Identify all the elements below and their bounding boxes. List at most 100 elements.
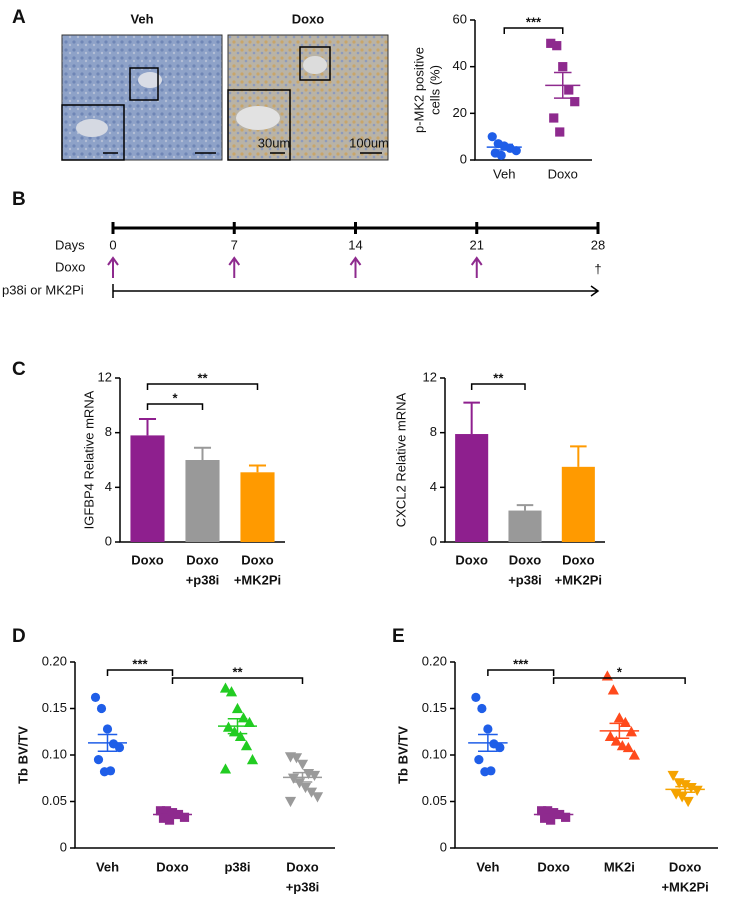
x-tick-label: +p38i [508, 572, 542, 587]
data-point [290, 753, 303, 764]
significance-bracket [106, 669, 174, 676]
panel-letter: B [12, 189, 26, 210]
y-tick-label: 0 [440, 839, 447, 854]
y-tick-label: 60 [453, 11, 467, 26]
data-point [90, 692, 101, 702]
data-point [311, 792, 324, 803]
y-tick-label: 12 [423, 369, 437, 384]
dose-arrow [107, 256, 119, 278]
x-tick-label: Doxo [156, 859, 189, 874]
dose-arrow [228, 256, 241, 278]
y-axis-label: Tb BV/TV [395, 726, 410, 784]
significance-bracket [146, 403, 204, 410]
bar [130, 435, 165, 542]
data-point [682, 796, 694, 808]
y-tick-label: 0 [60, 839, 67, 854]
micrograph-title: Doxo [292, 11, 325, 26]
x-tick-label: MK2i [604, 859, 635, 874]
x-tick-label: Doxo [537, 859, 570, 874]
y-axis-label: IGFBP4 Relative mRNA [81, 390, 96, 529]
data-point [561, 812, 571, 822]
data-point [619, 716, 631, 728]
error-bar [516, 504, 534, 511]
x-tick-label: +MK2Pi [555, 572, 602, 587]
data-point [284, 796, 297, 808]
data-point [546, 38, 556, 48]
y-tick-label: 12 [98, 369, 112, 384]
significance-bracket [146, 383, 259, 390]
sem-bar [292, 771, 313, 783]
sem-bar [478, 733, 498, 753]
scale-label: 100um [349, 135, 389, 150]
y-tick-label: 0.05 [42, 793, 67, 808]
data-point [496, 150, 506, 160]
data-point [102, 724, 113, 734]
day-label: 7 [231, 237, 238, 252]
data-point [610, 735, 622, 746]
significance-label: * [172, 390, 178, 405]
y-tick-label: 0.15 [42, 700, 67, 715]
x-tick-label: +p38i [186, 572, 220, 587]
error-bar [463, 401, 480, 435]
end-marker: † [594, 261, 601, 276]
data-point [613, 712, 625, 723]
x-tick-label: Doxo [131, 552, 164, 567]
data-point [96, 703, 107, 714]
data-point [495, 742, 505, 753]
data-point [471, 692, 481, 702]
data-point [564, 85, 574, 95]
y-tick-label: 40 [453, 58, 467, 73]
data-point [299, 782, 312, 794]
data-point [105, 766, 116, 776]
x-tick-label: Doxo [548, 166, 578, 181]
significance-label: ** [493, 370, 504, 385]
y-axis-label: Tb BV/TV [15, 726, 30, 784]
significance-bracket [487, 669, 555, 676]
sem-bar [609, 722, 630, 740]
y-axis-label: p-MK2 positive [411, 47, 426, 133]
day-label: 14 [348, 237, 362, 252]
day-label: 0 [109, 237, 116, 252]
y-tick-label: 0.15 [422, 700, 447, 715]
x-tick-label: Doxo [241, 552, 274, 567]
significance-label: ** [197, 370, 208, 385]
micrograph-title: Veh [130, 11, 153, 26]
scale-label: 30um [258, 135, 291, 150]
sem-bar [227, 717, 248, 735]
data-point [93, 755, 104, 765]
dose-arrow [470, 256, 483, 278]
data-point [234, 730, 247, 741]
x-tick-label: Doxo [669, 859, 702, 874]
day-label: 28 [591, 237, 605, 252]
doxo-label: Doxo [55, 259, 85, 274]
y-tick-label: 4 [430, 479, 437, 494]
panel-letter: E [392, 626, 405, 647]
data-point [555, 127, 565, 137]
data-point [607, 684, 619, 695]
data-point [474, 755, 484, 765]
y-tick-label: 0 [430, 533, 437, 548]
y-tick-label: 4 [105, 479, 112, 494]
data-point [601, 670, 613, 681]
data-point [225, 686, 238, 697]
y-tick-label: 20 [453, 105, 467, 120]
significance-label: *** [132, 656, 148, 671]
data-point [237, 712, 250, 723]
significance-bracket [171, 677, 304, 684]
sem-bar [543, 811, 564, 818]
sem-bar [675, 785, 695, 793]
y-tick-label: 0 [105, 533, 112, 548]
y-axis-label: cells (%) [427, 65, 442, 115]
bar [240, 472, 275, 542]
data-point [477, 703, 487, 714]
micrograph-veh [61, 34, 223, 161]
data-point [543, 806, 553, 816]
error-bar [570, 445, 587, 467]
data-point [164, 815, 175, 825]
significance-label: *** [513, 656, 529, 671]
y-tick-label: 8 [430, 424, 437, 439]
y-tick-label: 0.10 [422, 746, 447, 761]
x-tick-label: Veh [493, 166, 515, 181]
y-tick-label: 0.20 [42, 653, 67, 668]
